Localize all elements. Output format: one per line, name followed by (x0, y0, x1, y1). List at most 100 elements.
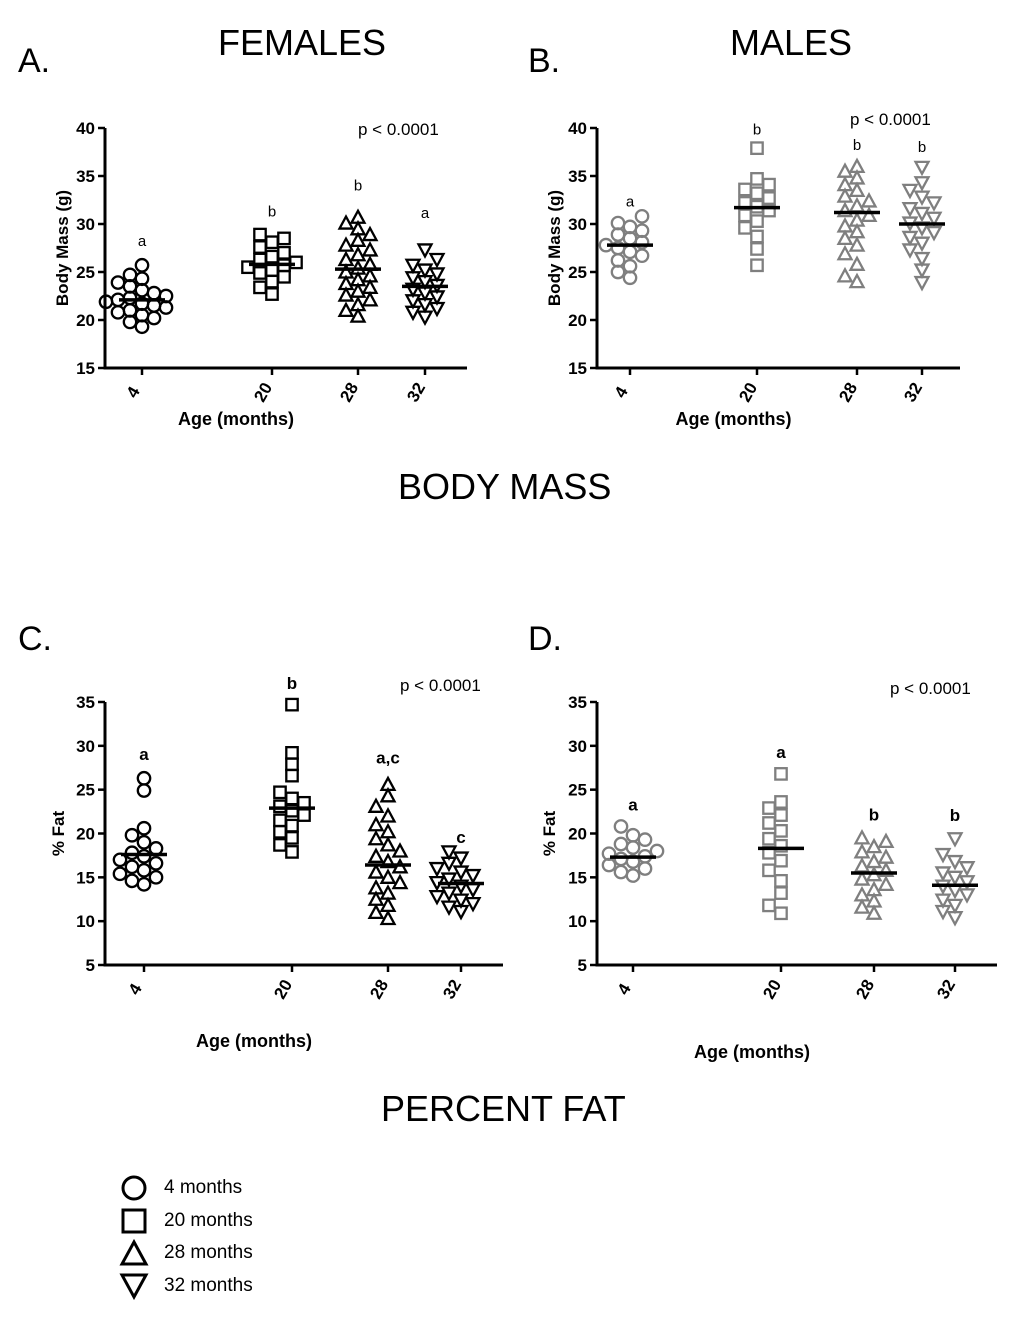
data-point (136, 848, 152, 864)
x-axis-title: Age (months) (694, 1042, 810, 1062)
data-point (946, 870, 964, 887)
data-point (337, 274, 355, 291)
data-point (836, 175, 854, 192)
legend-label: 4 months (164, 1177, 243, 1199)
x-tick-label: 28 (835, 379, 861, 405)
data-point (750, 186, 764, 201)
panel-label-d: D. (528, 620, 562, 658)
data-point (877, 875, 895, 891)
y-axis-title: Body Mass (g) (545, 190, 564, 306)
data-point (836, 217, 854, 233)
data-point (349, 219, 367, 236)
data-point (428, 252, 446, 269)
data-point (285, 697, 299, 712)
x-tick-label: 20 (270, 976, 296, 1002)
data-point (750, 172, 764, 186)
data-point (379, 852, 397, 869)
data-point (428, 861, 446, 878)
data-point (848, 255, 866, 271)
data-point (337, 301, 355, 318)
x-tick-label: 20 (735, 379, 761, 405)
data-point (285, 745, 299, 760)
data-point (853, 857, 871, 873)
data-point (379, 786, 397, 803)
data-point (634, 248, 650, 264)
data-point (774, 767, 788, 781)
data-point (613, 864, 629, 880)
data-point (349, 245, 367, 262)
data-point (349, 295, 367, 312)
data-point (367, 863, 385, 879)
y-tick-label: 15 (568, 868, 587, 887)
data-point (416, 243, 434, 259)
data-point (265, 274, 279, 289)
data-point (865, 892, 883, 908)
data-point (848, 272, 866, 289)
data-point (146, 310, 162, 326)
data-point (265, 287, 279, 301)
y-tick-label: 10 (568, 912, 587, 931)
data-point (913, 176, 931, 192)
data-point (285, 831, 299, 845)
data-point (285, 818, 299, 833)
data-point (762, 831, 776, 846)
data-point (738, 182, 752, 197)
data-point (349, 282, 367, 298)
data-point (622, 244, 638, 260)
y-axis-title: % Fat (540, 810, 559, 856)
data-point (774, 873, 788, 888)
y-tick-label: 40 (76, 119, 95, 138)
data-point (853, 885, 871, 902)
x-tick-label: 20 (250, 379, 276, 405)
x-axis-title: Age (months) (196, 1031, 312, 1051)
data-point (774, 808, 788, 822)
data-point (601, 846, 617, 862)
data-point (124, 859, 140, 875)
data-point (901, 230, 919, 247)
data-point (124, 845, 140, 861)
data-point (925, 211, 943, 228)
data-point (774, 853, 788, 868)
data-point (625, 868, 641, 883)
data-point (136, 783, 152, 798)
data-point (265, 249, 279, 264)
data-point (391, 873, 409, 890)
legend-item-4-months: 4 months (118, 1172, 358, 1205)
y-tick-label: 25 (76, 263, 95, 282)
data-point (349, 270, 367, 287)
data-point (848, 157, 866, 174)
data-point (946, 832, 964, 848)
data-point (241, 260, 255, 275)
data-point (273, 799, 287, 814)
data-point (762, 898, 776, 913)
data-point (349, 231, 367, 247)
p-value-label: p < 0.0001 (850, 110, 931, 129)
legend-label: 28 months (164, 1242, 253, 1264)
data-point (285, 768, 299, 783)
data-point (112, 866, 128, 882)
legend: 4 months 20 months 28 months 32 months (118, 1172, 358, 1302)
data-point (836, 201, 854, 218)
data-point (367, 797, 385, 813)
data-point (865, 837, 883, 854)
data-point (452, 851, 470, 867)
data-point (112, 852, 128, 868)
significance-letter: b (753, 122, 761, 139)
data-point (860, 206, 878, 223)
data-point (836, 266, 854, 283)
data-point (134, 257, 150, 273)
data-point (337, 236, 355, 252)
data-point (934, 866, 952, 882)
data-point (367, 847, 385, 863)
data-point (750, 258, 764, 273)
legend-item-20-months: 20 months (118, 1205, 358, 1238)
data-point (146, 285, 162, 301)
data-point (848, 222, 866, 239)
data-point (379, 896, 397, 913)
data-point (379, 807, 397, 823)
data-point (774, 795, 788, 809)
x-tick-label: 4 (614, 980, 635, 998)
data-point (613, 836, 629, 852)
data-point (337, 250, 355, 267)
data-point (925, 196, 943, 212)
